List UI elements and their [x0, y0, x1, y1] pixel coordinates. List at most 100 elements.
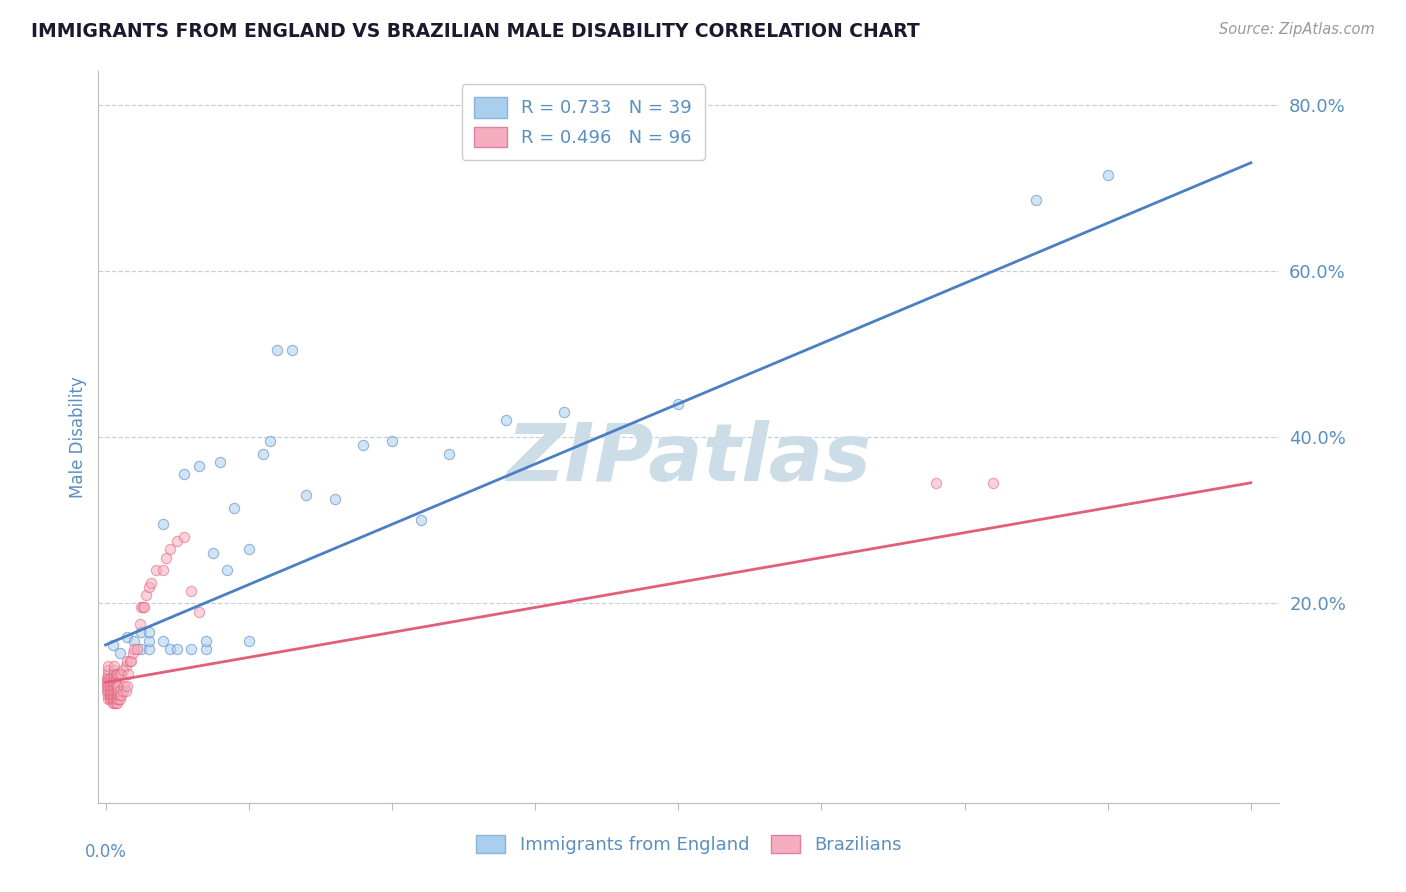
Point	[107, 688, 129, 702]
Point	[1025, 193, 1047, 207]
Point	[180, 642, 202, 657]
Point	[141, 575, 163, 590]
Point	[103, 663, 125, 677]
Point	[100, 683, 122, 698]
Point	[111, 663, 134, 677]
Point	[97, 683, 120, 698]
Text: ZIPatlas: ZIPatlas	[506, 420, 872, 498]
Point	[107, 667, 129, 681]
Point	[101, 692, 124, 706]
Point	[981, 475, 1004, 490]
Text: Source: ZipAtlas.com: Source: ZipAtlas.com	[1219, 22, 1375, 37]
Point	[100, 692, 122, 706]
Point	[101, 688, 124, 702]
Point	[104, 667, 127, 681]
Point	[105, 667, 128, 681]
Point	[134, 600, 156, 615]
Point	[98, 692, 121, 706]
Point	[104, 675, 127, 690]
Point	[495, 413, 517, 427]
Point	[553, 405, 575, 419]
Point	[97, 675, 120, 690]
Point	[138, 625, 160, 640]
Point	[266, 343, 288, 357]
Point	[152, 633, 174, 648]
Point	[187, 605, 209, 619]
Point	[217, 563, 239, 577]
Point	[104, 680, 127, 694]
Point	[103, 688, 125, 702]
Point	[97, 688, 120, 702]
Point	[135, 588, 157, 602]
Point	[152, 563, 174, 577]
Point	[103, 692, 125, 706]
Point	[103, 671, 125, 685]
Point	[114, 683, 136, 698]
Point	[107, 683, 129, 698]
Point	[97, 667, 120, 681]
Point	[101, 683, 124, 698]
Point	[101, 696, 124, 710]
Point	[104, 696, 127, 710]
Point	[120, 655, 142, 669]
Point	[1097, 168, 1119, 182]
Point	[666, 397, 689, 411]
Point	[159, 642, 181, 657]
Point	[97, 671, 120, 685]
Point	[112, 680, 135, 694]
Point	[101, 675, 124, 690]
Point	[118, 655, 141, 669]
Point	[114, 658, 136, 673]
Point	[100, 680, 122, 694]
Legend: Immigrants from England, Brazilians: Immigrants from England, Brazilians	[467, 826, 911, 863]
Point	[104, 688, 127, 702]
Point	[122, 633, 145, 648]
Point	[121, 646, 143, 660]
Point	[105, 696, 128, 710]
Point	[252, 447, 274, 461]
Point	[100, 671, 122, 685]
Point	[115, 655, 138, 669]
Point	[201, 546, 224, 560]
Point	[107, 680, 129, 694]
Text: IMMIGRANTS FROM ENGLAND VS BRAZILIAN MALE DISABILITY CORRELATION CHART: IMMIGRANTS FROM ENGLAND VS BRAZILIAN MAL…	[31, 22, 920, 41]
Point	[132, 600, 155, 615]
Point	[107, 692, 129, 706]
Point	[98, 671, 121, 685]
Point	[259, 434, 281, 449]
Point	[131, 642, 153, 657]
Point	[108, 683, 131, 698]
Point	[104, 692, 127, 706]
Point	[96, 675, 118, 690]
Point	[166, 533, 188, 548]
Point	[173, 530, 195, 544]
Point	[96, 680, 118, 694]
Point	[129, 617, 152, 632]
Point	[194, 642, 217, 657]
Point	[224, 500, 246, 515]
Point	[925, 475, 948, 490]
Point	[104, 683, 127, 698]
Point	[108, 688, 131, 702]
Point	[323, 492, 346, 507]
Point	[105, 680, 128, 694]
Point	[166, 642, 188, 657]
Point	[100, 688, 122, 702]
Y-axis label: Male Disability: Male Disability	[69, 376, 87, 498]
Point	[238, 542, 260, 557]
Point	[152, 517, 174, 532]
Point	[103, 658, 125, 673]
Point	[110, 667, 132, 681]
Point	[280, 343, 302, 357]
Point	[98, 688, 121, 702]
Point	[131, 625, 153, 640]
Point	[115, 630, 138, 644]
Point	[103, 680, 125, 694]
Point	[105, 692, 128, 706]
Point	[108, 646, 131, 660]
Point	[96, 671, 118, 685]
Point	[122, 642, 145, 657]
Point	[131, 600, 153, 615]
Point	[98, 683, 121, 698]
Point	[97, 692, 120, 706]
